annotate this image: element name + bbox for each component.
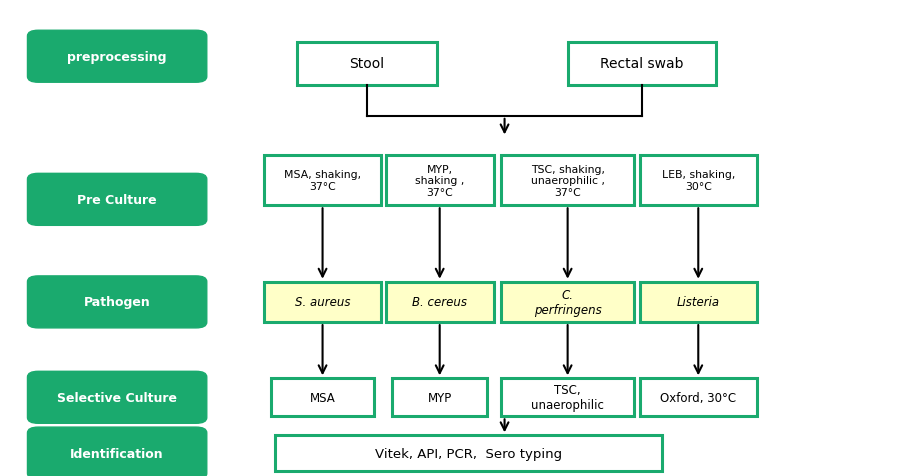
FancyBboxPatch shape	[270, 378, 375, 416]
FancyBboxPatch shape	[264, 156, 381, 206]
Text: Stool: Stool	[350, 57, 385, 71]
FancyBboxPatch shape	[28, 276, 206, 328]
Text: Vitek, API, PCR,  Sero typing: Vitek, API, PCR, Sero typing	[375, 446, 562, 460]
FancyBboxPatch shape	[28, 174, 206, 226]
Text: MSA, shaking,
37°C: MSA, shaking, 37°C	[284, 170, 361, 192]
Text: LEB, shaking,
30°C: LEB, shaking, 30°C	[661, 170, 735, 192]
Text: Pathogen: Pathogen	[84, 296, 150, 309]
FancyBboxPatch shape	[640, 378, 757, 416]
Text: Identification: Identification	[70, 446, 164, 460]
FancyBboxPatch shape	[28, 371, 206, 424]
Text: preprocessing: preprocessing	[68, 50, 167, 64]
FancyBboxPatch shape	[501, 282, 634, 323]
FancyBboxPatch shape	[386, 156, 494, 206]
Text: Rectal swab: Rectal swab	[600, 57, 684, 71]
Text: MSA: MSA	[310, 391, 335, 404]
Text: B. cereus: B. cereus	[412, 296, 468, 309]
FancyBboxPatch shape	[568, 43, 716, 86]
Text: Pre Culture: Pre Culture	[77, 193, 157, 207]
Text: C.
perfringens: C. perfringens	[533, 288, 602, 316]
FancyBboxPatch shape	[393, 378, 487, 416]
Text: Oxford, 30°C: Oxford, 30°C	[660, 391, 736, 404]
FancyBboxPatch shape	[28, 31, 206, 83]
FancyBboxPatch shape	[640, 156, 757, 206]
Text: MYP: MYP	[428, 391, 451, 404]
Text: MYP,
shaking ,
37°C: MYP, shaking , 37°C	[415, 164, 464, 198]
FancyBboxPatch shape	[297, 43, 437, 86]
Text: Listeria: Listeria	[677, 296, 720, 309]
Text: TSC,
unaerophilic: TSC, unaerophilic	[532, 384, 604, 411]
FancyBboxPatch shape	[386, 282, 494, 323]
FancyBboxPatch shape	[264, 282, 381, 323]
FancyBboxPatch shape	[640, 282, 757, 323]
FancyBboxPatch shape	[501, 156, 634, 206]
FancyBboxPatch shape	[28, 427, 206, 476]
Text: TSC, shaking,
unaerophilic ,
37°C: TSC, shaking, unaerophilic , 37°C	[531, 164, 605, 198]
Text: Selective Culture: Selective Culture	[57, 391, 177, 404]
FancyBboxPatch shape	[275, 435, 662, 471]
FancyBboxPatch shape	[501, 378, 634, 416]
Text: S. aureus: S. aureus	[295, 296, 350, 309]
